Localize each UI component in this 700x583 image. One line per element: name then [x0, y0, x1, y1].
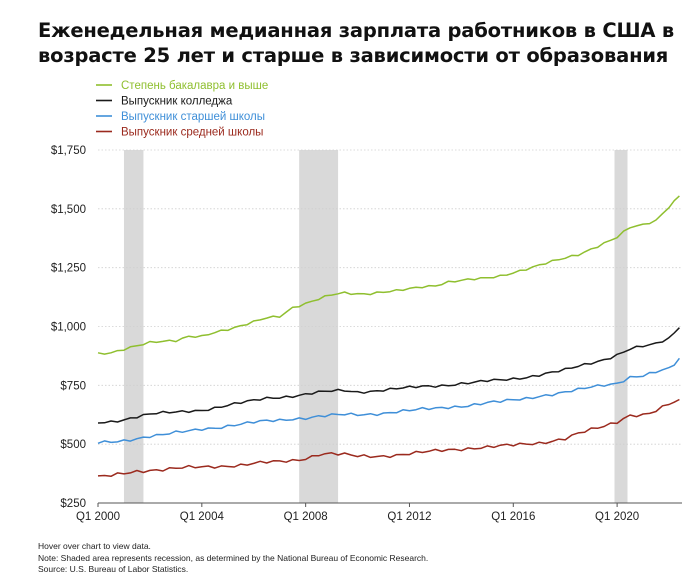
x-tick-label-2020: Q1 2020	[595, 511, 639, 523]
y-tick-label-250: $250	[60, 498, 86, 510]
legend-label-3: Выпускник старшей школы	[121, 111, 265, 123]
series-line-2[interactable]	[97, 327, 680, 424]
x-tick-label-2000: Q1 2000	[76, 511, 120, 523]
x-tick-label-2016: Q1 2016	[491, 511, 535, 523]
recession-band-3	[614, 150, 628, 503]
recession-note: Note: Shaded area represents recession, …	[38, 552, 429, 563]
series-line-4[interactable]	[97, 398, 680, 478]
y-axis-ticks: $250 $500 $750 $1,000 $1,250 $1,500 $1,750	[51, 145, 86, 510]
line-chart[interactable]: $250 $500 $750 $1,000 $1,250 $1,500 $1,750 Q1 …	[0, 0, 700, 540]
chart-title-line-1: Еженедельная медианная зарплата работник…	[38, 19, 675, 42]
hover-hint: Hover over chart to view data.	[38, 541, 151, 551]
chart-title-line-2: возрасте 25 лет и старше в зависимости о…	[38, 44, 669, 67]
legend-label-2: Выпускник колледжа	[121, 96, 233, 108]
source-note: Source: U.S. Bureau of Labor Statistics.	[38, 564, 189, 574]
series-lines[interactable]	[97, 195, 680, 478]
x-axis-ticks: Q1 2000 Q1 2004 Q1 2008 Q1 2012 Q1 2016 Q1 20…	[76, 503, 639, 523]
chart-title: Еженедельная медианная зарплата работник…	[38, 18, 678, 68]
legend: Степень бакалавра и выше Выпускник коллед…	[96, 80, 268, 139]
x-tick-label-2012: Q1 2012	[387, 511, 431, 523]
y-tick-label-750: $750	[60, 380, 86, 392]
y-tick-label-1500: $1,500	[51, 204, 86, 216]
legend-label-4: Выпускник средней школы	[121, 127, 263, 139]
legend-label-1: Степень бакалавра и выше	[121, 80, 268, 92]
series-line-3[interactable]	[97, 357, 680, 445]
series-line-1[interactable]	[97, 195, 680, 355]
y-tick-label-1250: $1,250	[51, 263, 86, 275]
y-tick-label-1750: $1,750	[51, 145, 86, 157]
gridlines	[98, 149, 682, 504]
chart-notes: Hover over chart to view data. Note: Sha…	[38, 541, 428, 576]
y-tick-label-1000: $1,000	[51, 322, 86, 334]
x-tick-label-2004: Q1 2004	[180, 511, 225, 523]
x-tick-label-2008: Q1 2008	[284, 511, 328, 523]
y-tick-label-500: $500	[60, 439, 86, 451]
